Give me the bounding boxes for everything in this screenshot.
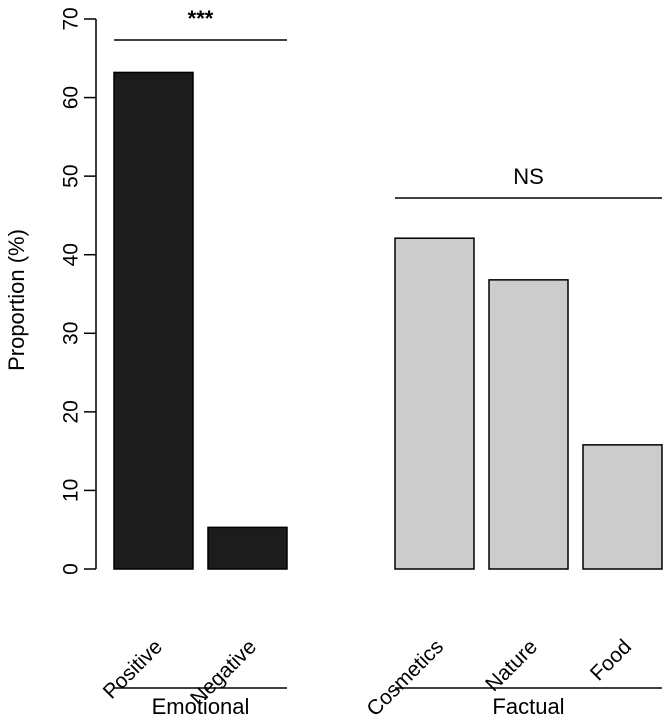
y-tick-label: 60 [59, 86, 82, 109]
bars [113, 71, 663, 570]
bar-nature [488, 279, 569, 570]
group-label-factual: Factual [492, 694, 564, 719]
y-tick-label: 0 [59, 563, 82, 575]
y-tick-label: 50 [59, 164, 82, 187]
y-tick-label: 20 [59, 400, 82, 423]
bar-cosmetics [394, 237, 475, 570]
group-annotations: *** Emotional NS Factual [114, 6, 662, 719]
y-tick-label: 30 [59, 322, 82, 345]
significance-label: *** [188, 6, 214, 31]
bar-negative [207, 526, 288, 570]
significance-label: NS [513, 164, 544, 189]
bar-food [582, 444, 663, 570]
category-label-nature: Nature [481, 635, 542, 696]
y-tick-label: 40 [59, 243, 82, 266]
y-tick-label: 10 [59, 479, 82, 502]
y-axis: 0 10 20 30 40 50 60 70 [59, 7, 97, 575]
category-label-cosmetics: Cosmetics [362, 635, 448, 720]
bar-positive [113, 71, 194, 570]
category-label-food: Food [586, 635, 636, 685]
group-label-emotional: Emotional [152, 694, 250, 719]
y-tick-label: 70 [59, 7, 82, 30]
y-axis-title: Proportion (%) [4, 229, 29, 371]
